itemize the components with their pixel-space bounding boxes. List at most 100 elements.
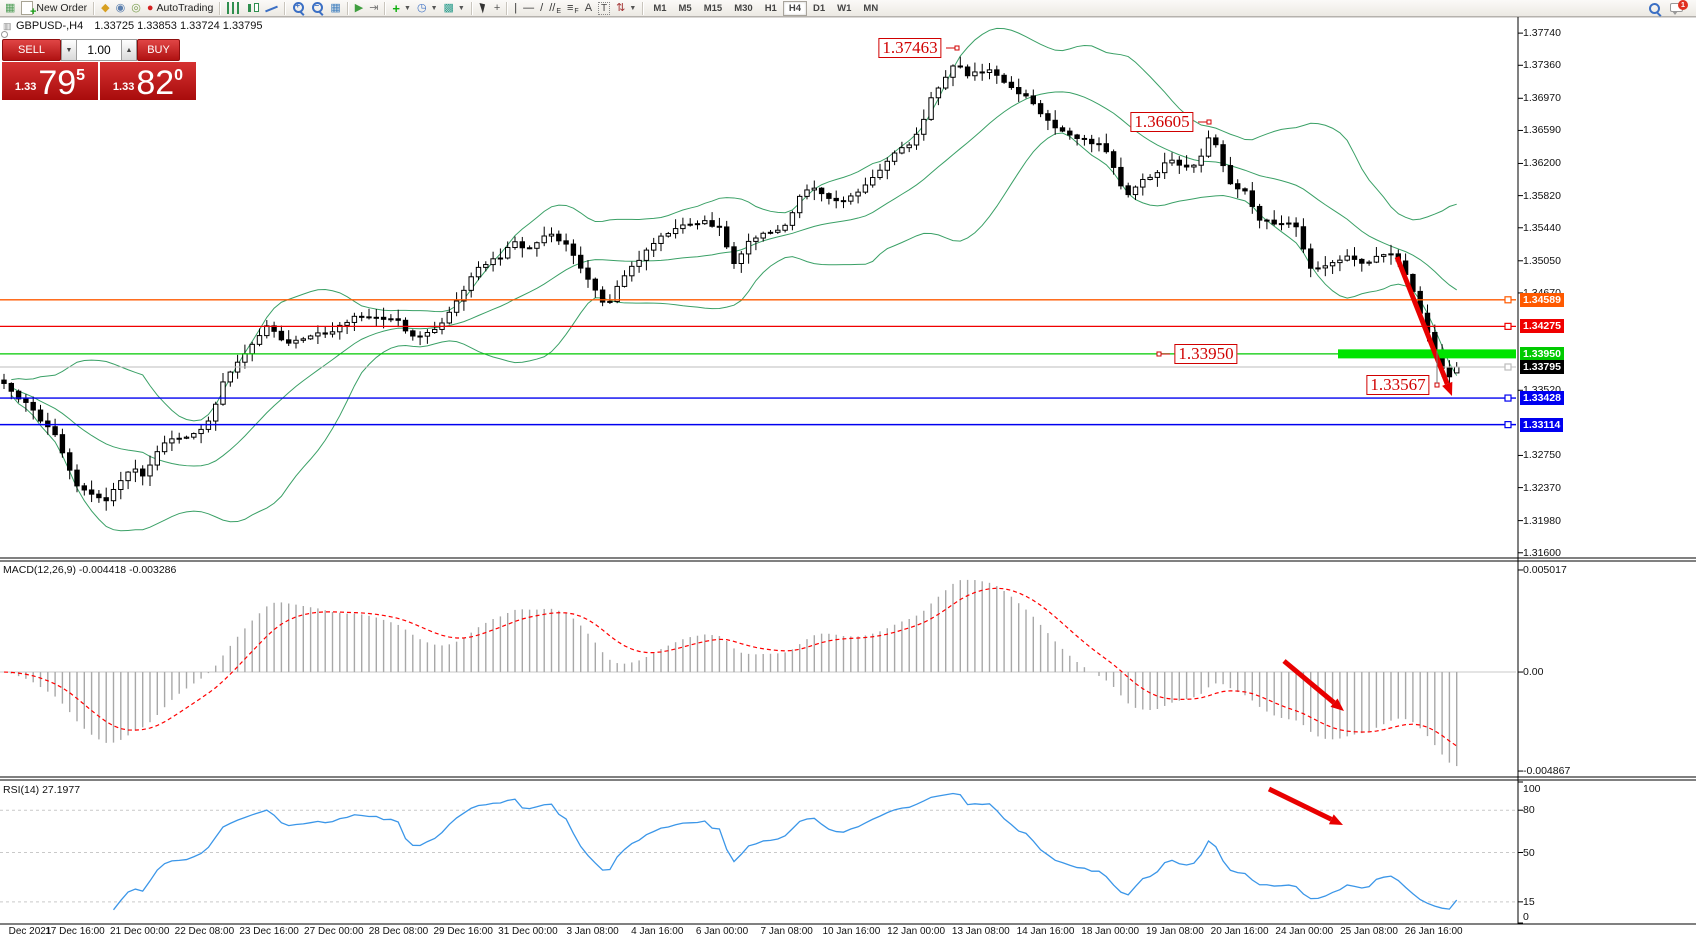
- timeframe-w1[interactable]: W1: [837, 2, 852, 14]
- channel-tool-icon: //: [549, 1, 556, 14]
- hline-tool[interactable]: —: [520, 1, 537, 16]
- time-axis[interactable]: [0, 924, 1516, 938]
- indicators-button-icon: +: [392, 0, 401, 16]
- date-tick: 7 Jan 08:00: [760, 926, 813, 937]
- price-label-1.33950[interactable]: 1.33950: [1174, 344, 1238, 364]
- crosshair-tool[interactable]: +: [491, 1, 503, 16]
- autotrading-button-icon: ●: [146, 1, 154, 14]
- trend-arrow-3[interactable]: [1267, 786, 1343, 825]
- channel-tool[interactable]: //E: [549, 1, 561, 15]
- macd-scale-tick: 0.005017: [1523, 563, 1567, 576]
- text-tool[interactable]: A: [582, 1, 595, 16]
- timeframe-m15[interactable]: M15: [703, 2, 723, 14]
- rsi-scale-tick: 80: [1523, 804, 1535, 817]
- timeframe-h4[interactable]: H4: [782, 0, 807, 16]
- autotrading-button[interactable]: ● AutoTrading: [146, 1, 214, 14]
- tile-windows-icon[interactable]: ▦: [327, 1, 343, 16]
- notifications-chat-icon[interactable]: 1: [1670, 0, 1688, 15]
- trendline-tool-icon: /: [540, 1, 544, 14]
- date-tick: 10 Jan 16:00: [822, 926, 881, 937]
- buy-button[interactable]: BUY: [137, 39, 180, 61]
- date-tick: 14 Jan 16:00: [1016, 926, 1075, 937]
- expert-advisors-icon[interactable]: ◉: [113, 1, 129, 16]
- rsi-line: [112, 792, 1458, 911]
- vline-tool-icon: |: [514, 1, 518, 14]
- timeframe-mn[interactable]: MN: [863, 2, 879, 14]
- text-label-tool[interactable]: T: [595, 1, 613, 16]
- profiles-icon[interactable]: ◆: [98, 1, 112, 16]
- timeframe-m1[interactable]: M1: [653, 2, 667, 14]
- ohlc-quotes-label: 1.33725 1.33853 1.33724 1.33795: [94, 20, 263, 32]
- periods-button-icon: ◷: [416, 1, 427, 14]
- toolbar-separator: [384, 1, 387, 15]
- toolbar-separator: [93, 1, 96, 15]
- date-tick: 18 Jan 00:00: [1081, 926, 1140, 937]
- price-badge-1.33795: 1.33795: [1520, 359, 1564, 374]
- new-order-button[interactable]: New Order: [18, 1, 90, 18]
- hline-1.34275[interactable]: [0, 322, 1516, 330]
- one-click-trading-panel: SELL ▼ ▲ BUY 1.33 79 5 1.33 82 0: [2, 39, 196, 100]
- zoom-out-icon[interactable]: −: [308, 1, 327, 16]
- templates-button-icon: ▩: [443, 1, 454, 14]
- price-label-1.33567[interactable]: 1.33567: [1366, 375, 1430, 395]
- trade-panel-toggle[interactable]: [1, 31, 8, 38]
- support-highlight-bar[interactable]: [1338, 349, 1516, 359]
- sell-price-display[interactable]: 1.33 79 5: [2, 62, 98, 100]
- date-tick: 28 Dec 08:00: [368, 926, 429, 937]
- indicators-button[interactable]: + ▼: [392, 0, 411, 16]
- date-tick: 20 Jan 16:00: [1210, 926, 1269, 937]
- chat-badge: 1: [1678, 0, 1688, 10]
- price-tick: 1.32750: [1523, 449, 1561, 462]
- bar-chart-icon[interactable]: [224, 1, 243, 16]
- toolbar-separator: [346, 1, 349, 15]
- trend-arrow-2[interactable]: [1282, 659, 1344, 711]
- timeframe-m30[interactable]: M30: [734, 2, 753, 14]
- price-label-1.36605[interactable]: 1.36605: [1130, 112, 1194, 132]
- volume-decrease-button[interactable]: ▼: [61, 39, 77, 61]
- macd-signal-line: [3, 587, 1458, 747]
- volume-input[interactable]: [77, 39, 121, 61]
- candlestick-chart-icon[interactable]: [243, 1, 262, 16]
- buy-price-display[interactable]: 1.33 82 0: [100, 62, 196, 100]
- price-label-1.37463[interactable]: 1.37463: [878, 38, 942, 58]
- date-tick: 3 Jan 08:00: [566, 926, 619, 937]
- timeframe-h1[interactable]: H1: [764, 2, 777, 14]
- trend-arrow-1[interactable]: [1394, 256, 1453, 396]
- timeframe-d1[interactable]: D1: [813, 2, 826, 14]
- bar-chart-icon-icon: [227, 2, 241, 14]
- volume-increase-button[interactable]: ▲: [121, 39, 137, 61]
- hline-1.33428[interactable]: [0, 394, 1516, 402]
- templates-button[interactable]: ▩ ▼: [443, 1, 465, 14]
- periods-button[interactable]: ◷ ▼: [416, 1, 438, 14]
- price-tick: 1.31980: [1523, 514, 1561, 527]
- hline-1.33114[interactable]: [0, 421, 1516, 429]
- arrows-tool-icon: ⇅: [616, 1, 626, 14]
- price-badge-1.34589: 1.34589: [1520, 292, 1564, 307]
- crosshair-tool-icon: +: [493, 1, 501, 14]
- timeframe-m5[interactable]: M5: [678, 2, 692, 14]
- hline-1.34589[interactable]: [0, 296, 1516, 304]
- sell-button[interactable]: SELL: [2, 39, 61, 61]
- price-tick: 1.35050: [1523, 254, 1561, 267]
- vline-tool[interactable]: |: [511, 1, 520, 16]
- arrows-tool[interactable]: ⇅ ▼: [616, 1, 637, 14]
- hline-1.3395[interactable]: [0, 350, 1516, 358]
- trendline-tool[interactable]: /: [537, 1, 546, 16]
- date-tick: 31 Dec 00:00: [498, 926, 558, 937]
- chart-shift-icon[interactable]: ⇥: [366, 1, 381, 16]
- buy-price-main: 82: [136, 64, 175, 102]
- fibonacci-tool[interactable]: ≡ F: [567, 1, 579, 15]
- rsi-label: RSI(14) 27.1977: [3, 784, 81, 796]
- auto-scroll-icon[interactable]: ▶: [352, 1, 366, 16]
- market-signals-icon-icon: ◎: [131, 1, 141, 14]
- price-tick: 1.36970: [1523, 92, 1561, 105]
- open-chart-icon[interactable]: ▦: [2, 1, 18, 16]
- text-label-tool-icon: T: [598, 1, 611, 15]
- zoom-in-icon[interactable]: +: [289, 1, 308, 16]
- open-chart-icon-icon: ▦: [5, 1, 16, 14]
- price-tick: 1.37740: [1523, 27, 1561, 40]
- market-signals-icon[interactable]: ◎: [128, 1, 144, 16]
- hline-1.33795[interactable]: [0, 363, 1516, 371]
- search-icon[interactable]: [1648, 2, 1662, 15]
